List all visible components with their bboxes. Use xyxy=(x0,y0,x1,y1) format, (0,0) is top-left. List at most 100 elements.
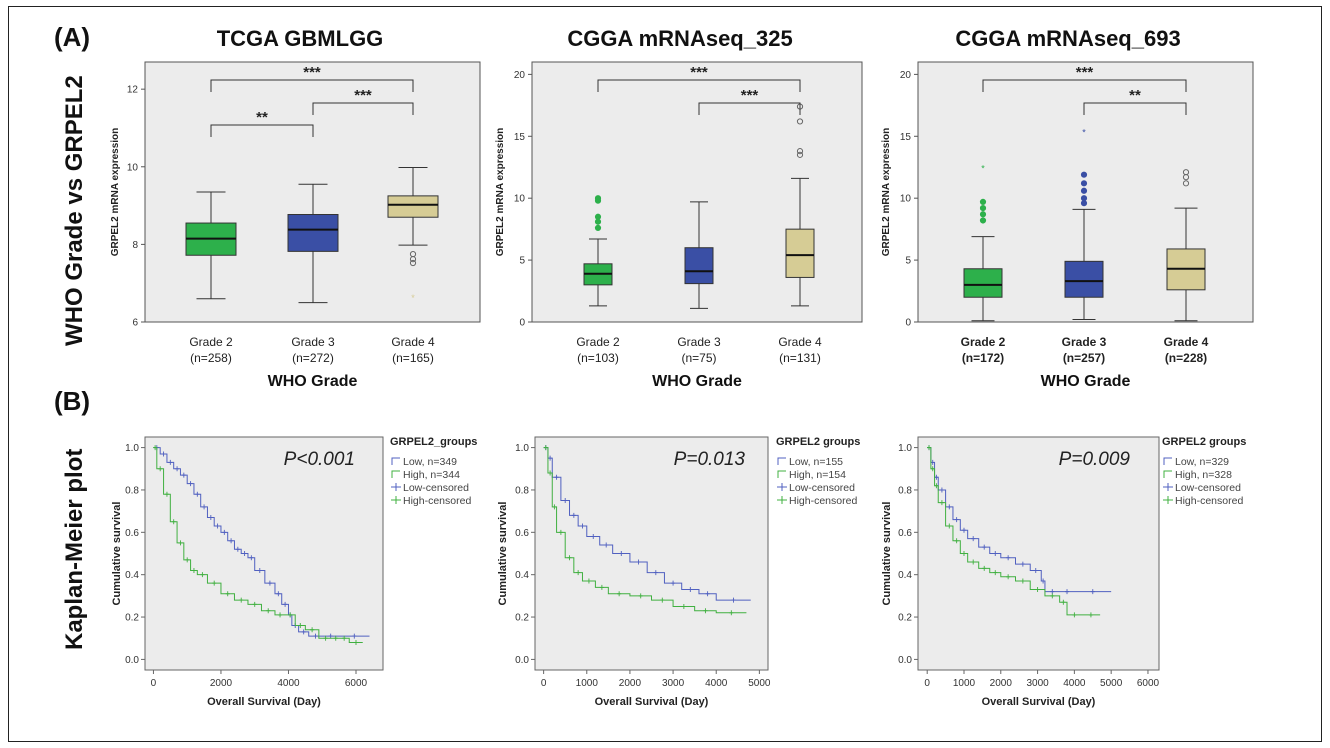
x-count-label: (n=75) xyxy=(681,351,716,365)
legend-swatch-censor xyxy=(391,496,401,504)
censor-mark xyxy=(1050,593,1055,599)
significance-bracket xyxy=(597,79,801,92)
outlier-point xyxy=(409,250,417,258)
censor-mark xyxy=(934,483,939,489)
y-tick-label: 0.2 xyxy=(515,613,529,624)
extreme-point: * xyxy=(411,293,415,303)
censor-mark xyxy=(1006,574,1011,580)
censor-mark xyxy=(200,572,205,578)
outlier-point xyxy=(409,259,417,267)
x-category-label: Grade 3 xyxy=(291,335,335,349)
y-tick-label: 0.0 xyxy=(898,655,912,666)
censor-mark xyxy=(971,536,976,542)
censor-mark xyxy=(554,474,559,480)
x-category-label: Grade 2 xyxy=(961,335,1006,349)
legend-swatch-censor xyxy=(391,483,401,491)
y-axis-label: GRPEL2 mRNA expression xyxy=(495,128,506,257)
x-axis-label: Overall Survival (Day) xyxy=(207,696,321,708)
legend-swatch-censor xyxy=(777,496,787,504)
x-count-label: (n=258) xyxy=(190,351,232,365)
y-tick-label: 0.6 xyxy=(898,528,912,539)
extreme-point: * xyxy=(981,163,985,173)
censor-mark xyxy=(242,551,247,556)
panel-b-label: (B) xyxy=(54,386,90,416)
y-axis-label: GRPEL2 mRNA expression xyxy=(881,128,892,257)
legend-swatch-censor xyxy=(1163,483,1173,491)
km-curve-high xyxy=(927,447,1101,616)
censor-mark xyxy=(1065,589,1070,595)
censor-mark xyxy=(212,580,217,586)
x-category-label: Grade 4 xyxy=(1164,335,1209,349)
y-tick-label: 8 xyxy=(132,240,138,251)
y-tick-label: 20 xyxy=(900,70,912,81)
row-label-who-grade: WHO Grade vs GRPEL2 xyxy=(61,75,88,346)
censor-mark xyxy=(548,455,553,461)
extreme-point: * xyxy=(1082,128,1086,138)
censor-mark xyxy=(619,551,624,556)
outlier-point xyxy=(796,118,804,125)
x-category-label: Grade 4 xyxy=(391,335,435,349)
censor-mark xyxy=(1090,589,1095,595)
y-tick-label: 10 xyxy=(127,162,139,173)
plot-area xyxy=(534,436,769,671)
censor-mark xyxy=(225,591,230,597)
outlier-point xyxy=(979,217,987,224)
legend-item: High, n=328 xyxy=(1175,469,1232,481)
censor-mark xyxy=(283,601,288,607)
censor-mark xyxy=(954,517,959,523)
censor-mark xyxy=(939,487,944,493)
x-count-label: (n=272) xyxy=(292,351,334,365)
y-tick-label: 1.0 xyxy=(515,443,529,454)
censor-mark xyxy=(548,470,553,476)
y-tick-label: 0.4 xyxy=(125,570,139,581)
y-tick-label: 0 xyxy=(905,318,911,329)
legend-item: Low-censored xyxy=(789,482,855,494)
legend-swatch-censor xyxy=(777,483,787,491)
legend-item: Low-censored xyxy=(403,482,469,494)
legend-swatch-step xyxy=(1163,470,1172,478)
censor-mark xyxy=(175,466,180,472)
censor-mark xyxy=(161,451,166,457)
x-tick-label: 0 xyxy=(924,678,930,689)
censor-mark xyxy=(352,633,357,639)
legend-item: Low, n=155 xyxy=(789,456,843,468)
y-axis-label: Cumulative survival xyxy=(497,502,509,606)
censor-mark xyxy=(1088,612,1093,618)
censor-mark xyxy=(688,587,693,593)
km-curve-low xyxy=(927,447,1112,593)
legend-title: GRPEL2 groups xyxy=(776,436,860,448)
km-curve-low xyxy=(153,447,370,637)
censor-mark xyxy=(202,504,207,510)
censor-mark xyxy=(617,591,622,597)
legend-title: GRPEL2 groups xyxy=(1162,436,1246,448)
x-tick-label: 0 xyxy=(541,678,547,689)
censor-mark xyxy=(266,608,271,614)
outlier-point xyxy=(594,195,602,202)
x-category-label: Grade 2 xyxy=(189,335,233,349)
x-tick-label: 5000 xyxy=(748,678,771,689)
significance-bracket xyxy=(210,124,314,137)
box-iqr xyxy=(1064,260,1104,298)
censor-mark xyxy=(267,580,272,586)
boxplot-tcga-gbmlgg: TCGA GBMLGG 6 8 10 12 GRPEL2 mRNA expression G… xyxy=(110,26,481,390)
p-value-label: P=0.013 xyxy=(674,449,746,470)
km-plot-cgga-693: 0.0 0.2 0.4 0.6 0.8 1.0 0 1000 2000 3000 4000 5000 6… xyxy=(881,436,1246,708)
x-count-label: (n=131) xyxy=(779,351,821,365)
x-axis-title: WHO Grade xyxy=(652,373,742,390)
censor-mark xyxy=(705,591,710,597)
x-axis-label: Overall Survival (Day) xyxy=(595,696,709,708)
y-axis-label: Cumulative survival xyxy=(111,502,123,606)
censor-mark xyxy=(1041,578,1046,584)
y-tick-label: 5 xyxy=(519,256,525,267)
x-category-label: Grade 3 xyxy=(677,335,721,349)
legend-item: Low, n=349 xyxy=(403,456,457,468)
outlier-point xyxy=(1182,169,1190,176)
significance-stars: *** xyxy=(690,64,708,81)
x-tick-label: 0 xyxy=(151,678,157,689)
censor-mark xyxy=(185,557,190,563)
outlier-point xyxy=(979,211,987,218)
y-tick-label: 15 xyxy=(514,132,526,143)
outlier-point xyxy=(1080,200,1088,207)
significance-bracket xyxy=(1083,102,1187,115)
km-plot-tcga: 0.0 0.2 0.4 0.6 0.8 1.0 0 2000 4000 6000 Overall S… xyxy=(111,436,477,708)
